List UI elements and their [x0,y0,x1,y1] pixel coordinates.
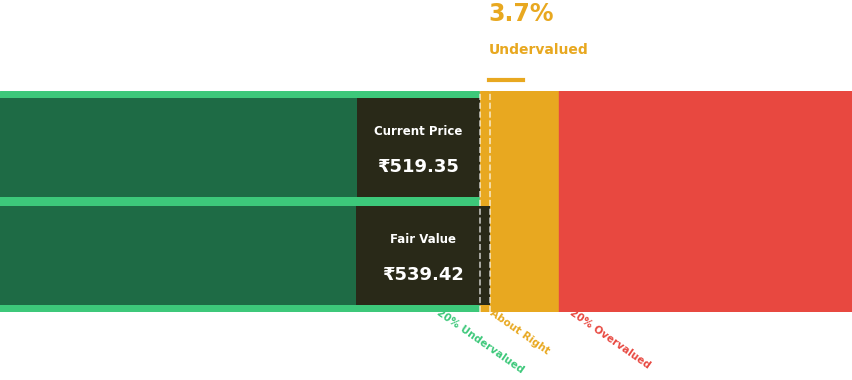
Bar [0,206,490,305]
Text: ₹539.42: ₹539.42 [382,266,463,284]
Text: About Right: About Right [487,308,550,356]
Bar [558,91,852,312]
Bar [355,206,490,305]
Text: 20% Overvalued: 20% Overvalued [567,308,651,371]
Bar [0,91,480,312]
Text: Undervalued: Undervalued [488,43,588,57]
Bar [480,91,558,312]
Text: ₹519.35: ₹519.35 [377,158,458,176]
Text: 20% Undervalued: 20% Undervalued [435,308,525,375]
Bar [356,98,480,197]
Text: Current Price: Current Price [374,125,462,138]
Text: Fair Value: Fair Value [389,233,456,247]
Text: 3.7%: 3.7% [488,2,554,26]
Bar [0,98,480,197]
